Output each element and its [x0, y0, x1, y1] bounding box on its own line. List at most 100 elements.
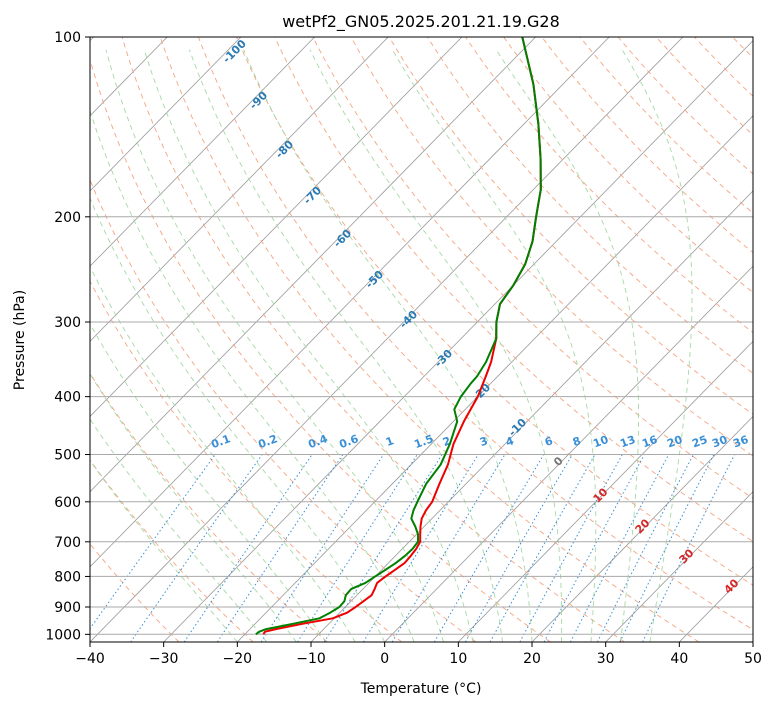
isotherm-line [384, 265, 753, 642]
isotherm-line [90, 37, 536, 493]
plot-frame [89, 36, 754, 643]
mixing-ratio-label: 36 [731, 433, 750, 451]
x-tick-label: 20 [523, 651, 541, 667]
mixing-ratio-label: 0.1 [209, 432, 232, 451]
mixing-ratio-label: 10 [591, 433, 610, 451]
chart-title: wetPf2_GN05.2025.201.21.19.G28 [282, 12, 560, 32]
moist-adiabat-line [90, 459, 238, 642]
mixing-ratio-label: 4 [504, 434, 516, 449]
mixing-ratio-line [464, 454, 573, 642]
isotherm-line [90, 37, 684, 642]
isotherm-line [90, 37, 463, 418]
mixing-ratio-label: 13 [618, 433, 637, 450]
isotherm-line [605, 491, 753, 642]
dry-adiabat-line [121, 37, 625, 642]
y-tick-label: 100 [54, 30, 81, 46]
y-tick-label: 600 [54, 495, 81, 511]
moist-adiabat-line [105, 49, 445, 642]
y-tick-label: 500 [54, 448, 81, 464]
mixing-ratio-label: 1 [384, 434, 396, 449]
y-tick-label: 400 [54, 390, 81, 406]
y-axis-title: Pressure (hPa) [12, 290, 28, 390]
moist-adiabat-line [188, 49, 503, 642]
y-tick-label: 300 [54, 315, 81, 331]
pressure-gridlines [90, 37, 753, 635]
dry-adiabat-line [541, 37, 753, 254]
mixing-ratio-line [130, 454, 263, 642]
moist-adiabat-line [90, 418, 268, 642]
dry-adiabat-line [617, 37, 753, 175]
mixing-ratio-label: 16 [640, 433, 659, 451]
moist-adiabat-line [90, 373, 297, 642]
dry-adiabat-line [90, 178, 477, 642]
moist-adiabat-line [309, 49, 563, 642]
x-axis-ticks: −40 −30 −20 −10 0 10 20 30 40 50 [75, 642, 762, 667]
x-tick-label: 10 [449, 651, 467, 667]
mixing-ratio-label: 6 [543, 434, 555, 449]
mixing-ratio-line [260, 454, 384, 642]
mixing-ratio-label: 0.4 [306, 432, 329, 451]
x-tick-label: −10 [296, 651, 326, 667]
isotherm-line [90, 37, 315, 267]
isotherm-line [310, 190, 753, 642]
isotherm-line [163, 40, 753, 642]
mixing-ratio-line [519, 454, 623, 642]
x-tick-label: −30 [149, 651, 179, 667]
isotherm-line [90, 37, 389, 342]
moist-adiabat-line [495, 49, 639, 642]
moist-adiabat-line [243, 49, 533, 642]
dry-adiabat-line [465, 37, 753, 334]
x-tick-label: 40 [670, 651, 688, 667]
mixing-ratio-line [489, 454, 596, 642]
mixing-ratio-label: 1.5 [412, 432, 435, 451]
dry-adiabat-line [579, 37, 753, 214]
mixing-ratio-label: 25 [690, 433, 709, 450]
x-tick-label: −40 [75, 651, 105, 667]
x-tick-label: 30 [597, 651, 615, 667]
isotherm-line [458, 340, 753, 642]
mixing-ratio-line [183, 454, 313, 642]
mixing-ratio-label: 20 [665, 433, 684, 451]
mixing-ratio-label: 0.2 [256, 432, 279, 451]
dry-adiabat-line [388, 37, 753, 415]
mixing-ratio-line [216, 454, 344, 642]
mixing-ratio-label: 2 [441, 434, 453, 449]
mixing-ratio-line [297, 454, 418, 642]
mixing-ratio-line [543, 454, 645, 642]
mixing-ratio-line [90, 454, 216, 630]
moist-adiabat-line [392, 49, 597, 642]
x-tick-label: −20 [223, 651, 253, 667]
y-tick-label: 700 [54, 535, 81, 551]
mixing-ratio-label: 30 [710, 433, 729, 451]
y-tick-label: 200 [54, 210, 81, 226]
mixing-ratio-label: 8 [571, 434, 583, 449]
dry-adiabat-line [197, 37, 753, 631]
dry-adiabat-line [350, 37, 753, 457]
x-tick-label: 0 [380, 651, 389, 667]
y-axis-ticks: 100 200 300 400 500 600 700 800 900 1000 [45, 30, 90, 643]
y-tick-label: 900 [54, 600, 81, 616]
isotherm-line [237, 115, 753, 642]
isotherm-line [90, 37, 242, 192]
y-tick-label: 1000 [45, 627, 81, 643]
mixing-ratio-label: 0.6 [337, 432, 360, 451]
moist-adiabat-line [621, 49, 693, 642]
moist-adiabat-line [90, 197, 386, 642]
mixing-ratio-line [433, 454, 545, 642]
x-tick-label: 50 [744, 651, 762, 667]
mixing-ratio-line [391, 454, 506, 642]
isotherm-line [531, 415, 753, 642]
dry-adiabat-line [426, 37, 753, 374]
dry-adiabat-line [236, 37, 753, 586]
dry-adiabat-line [503, 37, 753, 293]
dry-adiabat-line [90, 372, 328, 642]
mixing-ratio-label: 3 [478, 434, 490, 449]
profile-series [255, 37, 542, 636]
dry-adiabat-line [312, 37, 753, 499]
isotherm-line [90, 37, 610, 568]
dewpoint-profile-line [255, 37, 542, 636]
moist-adiabat-line [90, 109, 415, 642]
y-tick-label: 800 [54, 569, 81, 585]
